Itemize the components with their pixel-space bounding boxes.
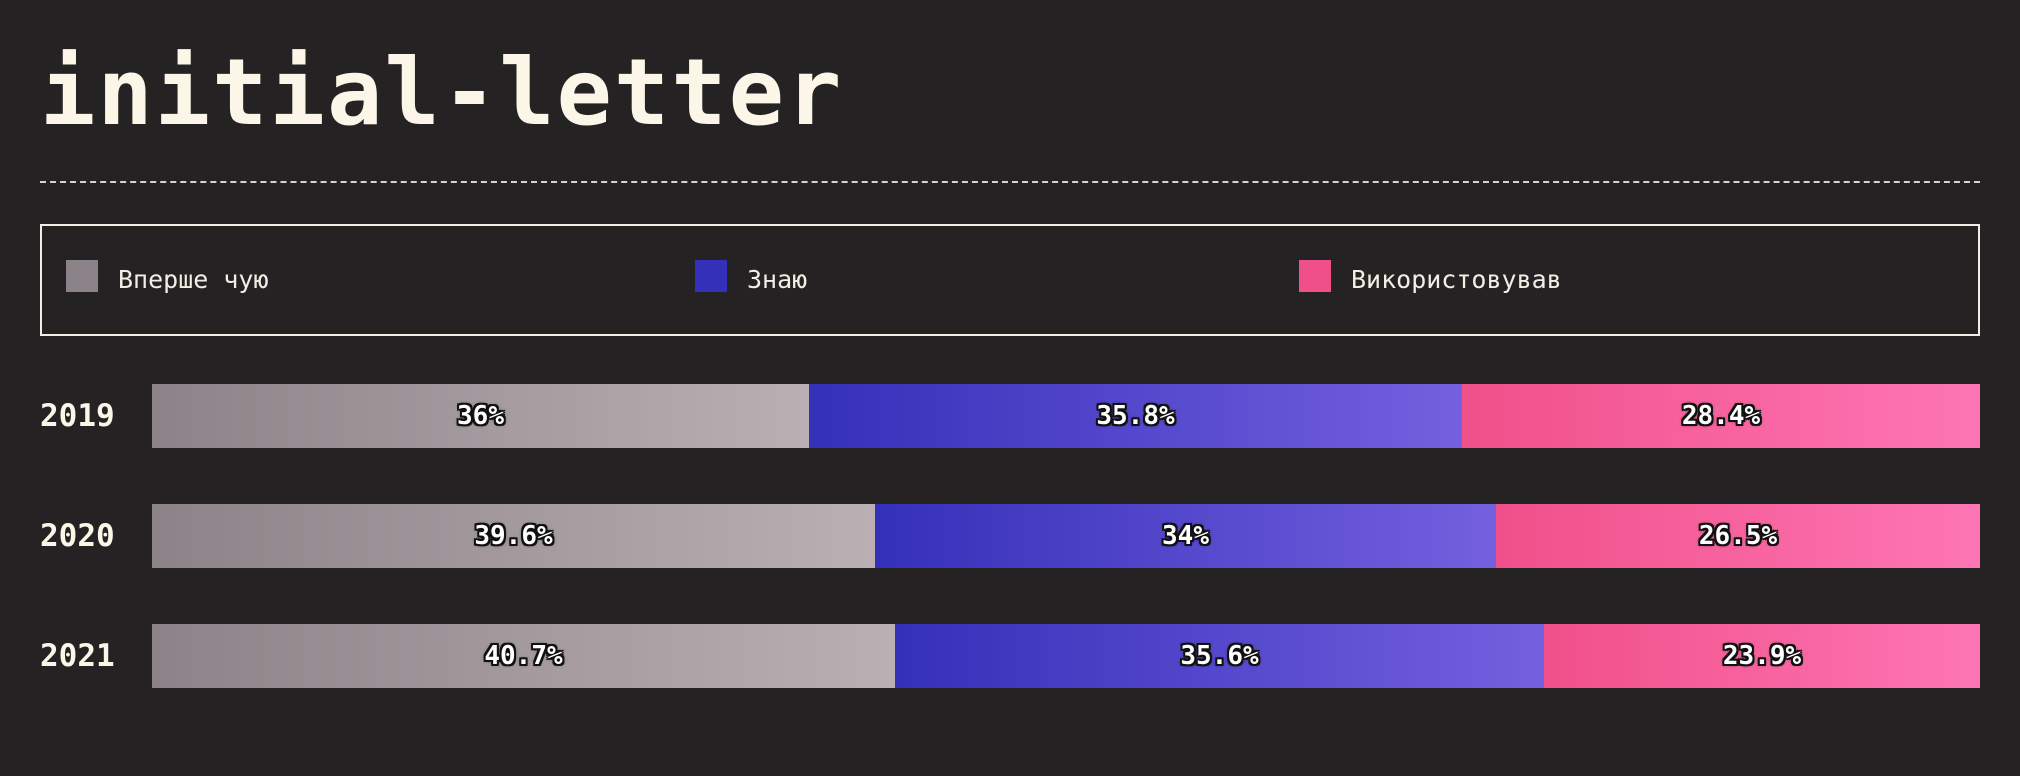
category-label-2021: 2021 (40, 638, 115, 674)
data-label-2020-s2: 26.5% (1698, 521, 1778, 551)
data-label-2021-s2: 23.9% (1722, 641, 1802, 671)
data-label-2020-s0: 39.6% (474, 521, 553, 551)
legend-label-used: Використовував (1351, 264, 1562, 294)
data-label-2019-s1: 35.8% (1096, 401, 1175, 431)
data-label-2021-s0: 40.7% (484, 641, 563, 671)
legend-item-first-heard: Вперше чую (66, 260, 269, 294)
data-label-2019-s2: 28.4% (1681, 401, 1761, 431)
data-label-2021-s1: 35.6% (1180, 641, 1259, 671)
title-divider (40, 181, 1980, 183)
bar-segment-2019-s0: 36% (152, 384, 809, 448)
legend-label-first-heard: Вперше чую (118, 264, 269, 294)
bar-segment-2021-s2: 23.9% (1544, 624, 1980, 688)
bar-segment-2021-s1: 35.6% (895, 624, 1544, 688)
legend-item-know: Знаю (695, 260, 808, 294)
bar-row-2020: 39.6% 34% 26.5% (152, 504, 1980, 568)
bar-segment-2020-s2: 26.5% (1496, 504, 1980, 568)
bar-segment-2020-s0: 39.6% (152, 504, 875, 568)
category-label-2020: 2020 (40, 518, 115, 554)
legend-swatch-know (695, 260, 727, 292)
legend-item-used: Використовував (1299, 260, 1562, 294)
legend-swatch-used (1299, 260, 1331, 292)
category-label-2019: 2019 (40, 398, 115, 434)
legend-swatch-first-heard (66, 260, 98, 292)
bar-segment-2020-s1: 34% (875, 504, 1496, 568)
data-label-2019-s0: 36% (457, 401, 504, 431)
chart-legend: Вперше чую Знаю Використовував (40, 224, 1980, 336)
page-title: initial-letter (40, 39, 844, 146)
bar-segment-2019-s1: 35.8% (809, 384, 1462, 448)
legend-label-know: Знаю (747, 264, 808, 294)
bar-segment-2021-s0: 40.7% (152, 624, 895, 688)
bar-row-2021: 40.7% 35.6% 23.9% (152, 624, 1980, 688)
bar-segment-2019-s2: 28.4% (1462, 384, 1980, 448)
data-label-2020-s1: 34% (1162, 521, 1209, 551)
bar-row-2019: 36% 35.8% 28.4% (152, 384, 1980, 448)
